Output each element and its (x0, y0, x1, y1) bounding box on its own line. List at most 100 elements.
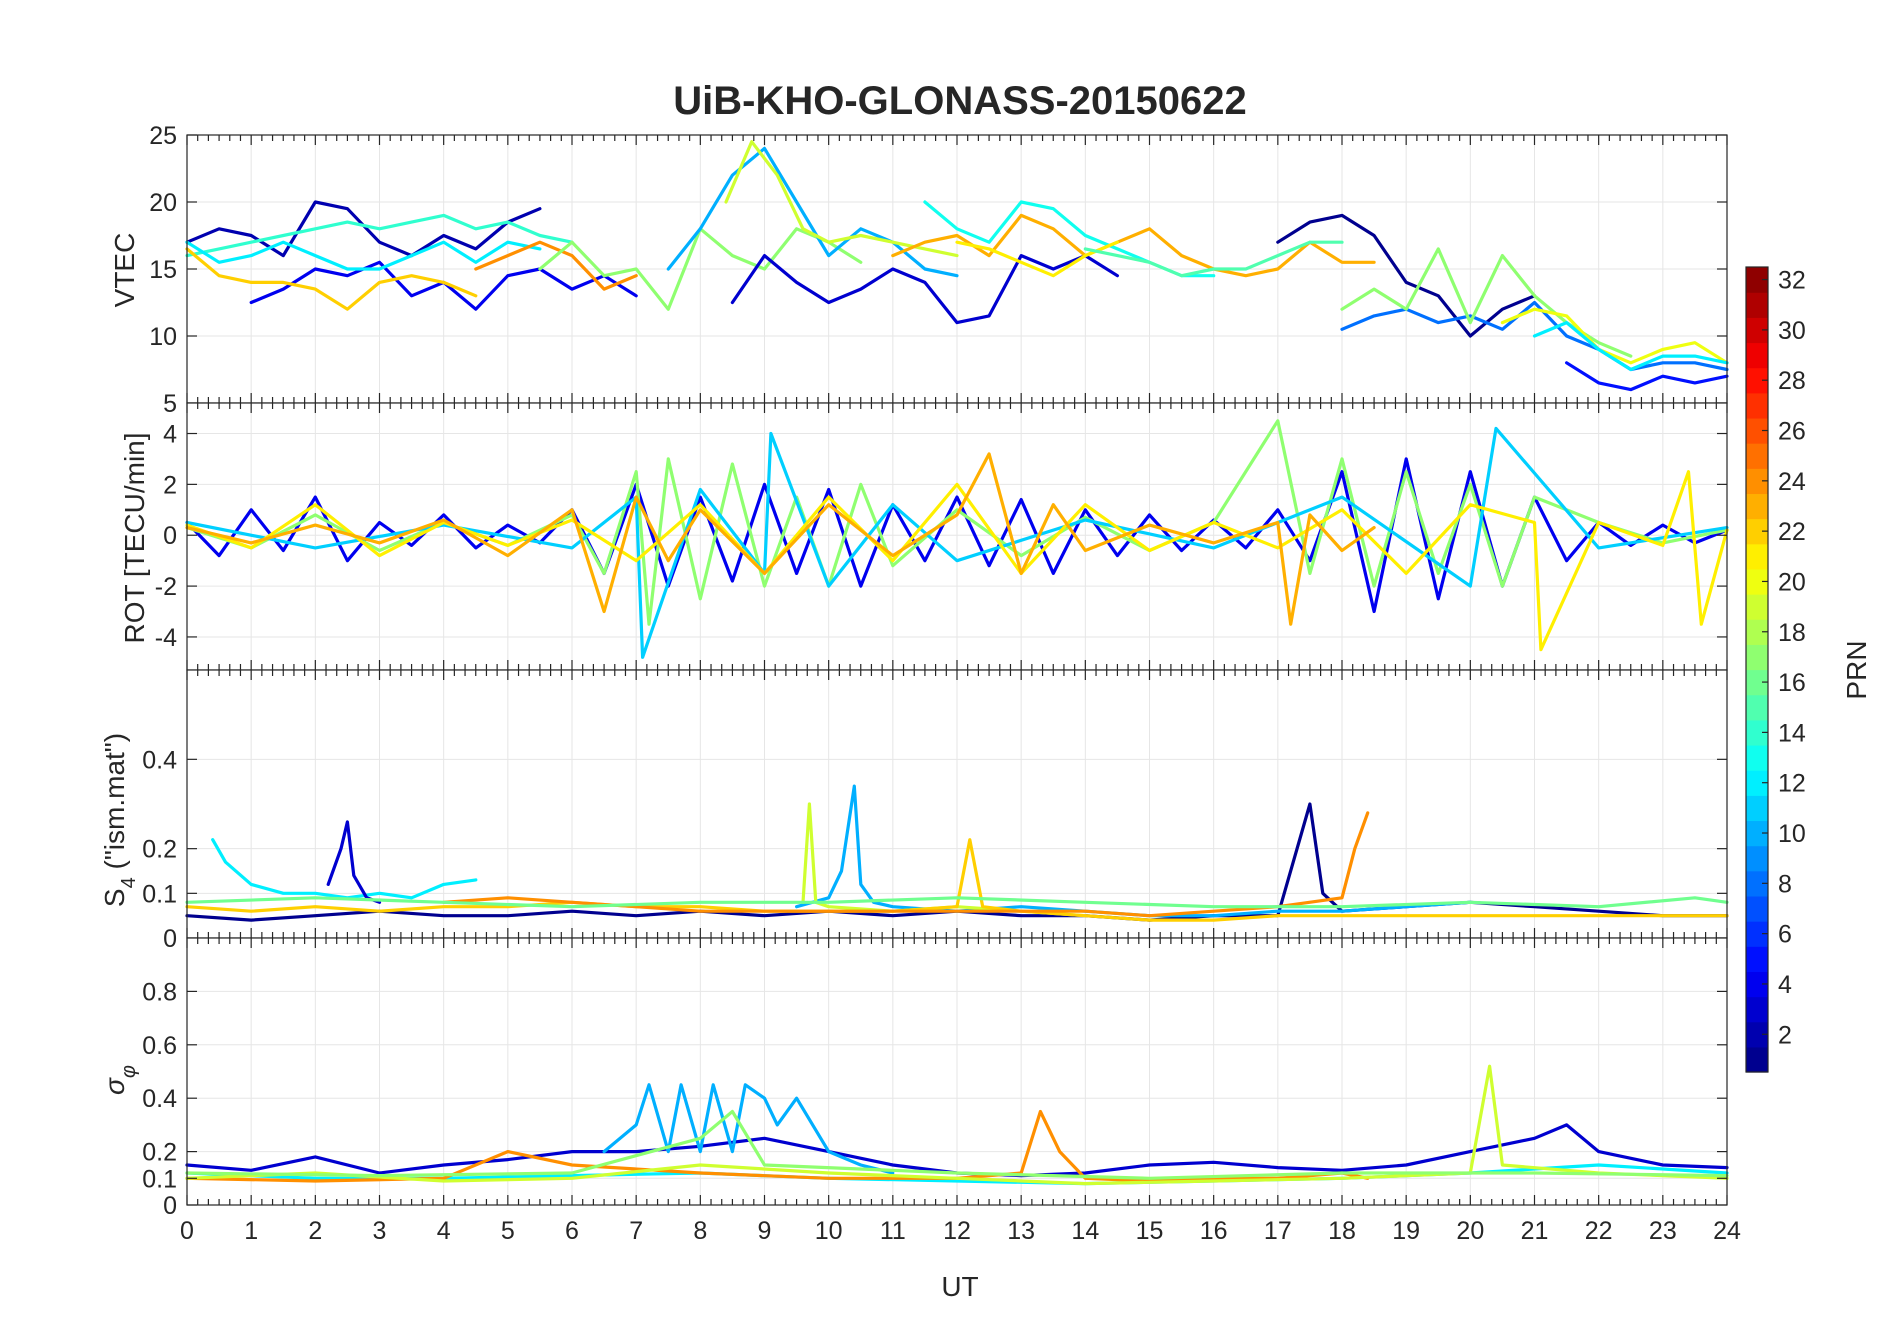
colorbar-tick-label: 18 (1778, 619, 1806, 647)
colorbar-segment (1746, 820, 1768, 847)
tick-label-y: 0.6 (142, 1032, 177, 1060)
tick-label-x: 17 (1264, 1217, 1292, 1245)
panel-vtec: 5 10 15 20 25 (149, 122, 1729, 418)
series-line-prn-4 (185, 457, 1729, 614)
series-line-prn-16 (185, 896, 1729, 909)
tick-label-x: 19 (1392, 1217, 1420, 1245)
series-line-prn-22 (185, 247, 478, 311)
colorbar-tick-label: 24 (1778, 468, 1806, 496)
tick-label-y: 25 (149, 122, 177, 150)
tick-label-y: 2 (163, 471, 177, 499)
tick-label-x: 2 (308, 1217, 322, 1245)
colorbar-tick-label: 32 (1778, 267, 1806, 295)
tick-label-x: 7 (629, 1217, 643, 1245)
ylabel-vtec: VTEC (109, 233, 140, 308)
colorbar-tick-label: 16 (1778, 669, 1806, 697)
tick-label-y: 15 (149, 256, 177, 284)
colorbar-tick-label: 2 (1778, 1021, 1792, 1049)
tick-label-x: 12 (943, 1217, 971, 1245)
colorbar-tick-label: 28 (1778, 367, 1806, 395)
tick-label-y: 0.4 (142, 1085, 177, 1113)
tick-label-y: 0 (163, 1192, 177, 1220)
tick-label-x: 23 (1649, 1217, 1677, 1245)
colorbar-tick-label: 14 (1778, 719, 1806, 747)
figure-title: UiB-KHO-GLONASS-20150622 (673, 79, 1247, 123)
tick-label-y: 0.2 (142, 836, 177, 864)
ylabel-sigma-text: σφ (99, 1065, 140, 1095)
tick-label-y: 0.2 (142, 1139, 177, 1167)
colorbar-segment (1746, 468, 1768, 495)
colorbar-tick-label: 26 (1778, 418, 1806, 446)
series-line-prn-3 (730, 254, 1120, 325)
tick-label-x: 9 (758, 1217, 772, 1245)
colorbar-segment (1746, 392, 1768, 419)
tick-label-y: 0.8 (142, 978, 177, 1006)
colorbar-segment (1746, 971, 1768, 998)
colorbar-segment (1746, 619, 1768, 645)
panel-rot: -4 -2 0 2 4 (155, 402, 1729, 671)
xlabel-ut: UT (941, 1271, 978, 1302)
colorbar-segment (1746, 744, 1768, 771)
series-line-prn-10 (666, 146, 959, 278)
series-line-prn-20 (1500, 307, 1729, 365)
colorbar-segment (1746, 367, 1768, 394)
tick-label-x: 13 (1007, 1217, 1035, 1245)
tick-label-y: 4 (163, 421, 177, 449)
colorbar-segment (1746, 267, 1768, 293)
tick-label-x: 15 (1136, 1217, 1164, 1245)
ylabel-sigma: σφ (99, 1065, 140, 1095)
colorbar-segment (1746, 644, 1768, 671)
colorbar-segment (1746, 669, 1768, 696)
colorbar-segment (1746, 443, 1768, 469)
tick-label-x: 0 (180, 1217, 194, 1245)
ylabel-s4: S4 ("ism.mat") (99, 733, 140, 907)
colorbar-segment (1746, 518, 1768, 545)
colorbar-segment (1746, 1021, 1768, 1048)
colorbar-segment (1746, 895, 1768, 922)
colorbar-segment (1746, 770, 1768, 796)
tick-label-x: 6 (565, 1217, 579, 1245)
series-line-prn-5 (1564, 361, 1729, 392)
colorbar-tick-label: 10 (1778, 820, 1806, 848)
colorbar-tick-label: 22 (1778, 518, 1806, 546)
tick-label-x: 11 (880, 1217, 906, 1245)
colorbar-segment (1746, 417, 1768, 444)
colorbar-segment (1746, 342, 1768, 369)
tick-label-x: 3 (373, 1217, 387, 1245)
ylabel-s4-text: S4 ("ism.mat") (99, 733, 140, 907)
colorbar-frame (1745, 266, 1769, 1073)
series-line-prn-17 (185, 1109, 1729, 1180)
colorbar-label: PRN (1841, 640, 1872, 699)
tick-label-y: -4 (155, 624, 177, 652)
tick-label-x: 20 (1456, 1217, 1484, 1245)
colorbar-segment (1746, 543, 1768, 570)
colorbar-segment (1746, 594, 1768, 620)
tick-label-x: 21 (1521, 1217, 1549, 1245)
colorbar-segment (1746, 996, 1768, 1023)
tick-label-y: 0.1 (142, 880, 177, 908)
colorbar-tick-label: 20 (1778, 568, 1806, 596)
panel-s4: 0 0.1 0.2 0.4 (142, 669, 1729, 953)
series-line-prn-12 (185, 240, 542, 271)
series-line-prn-12 (211, 838, 478, 900)
colorbar-tick-label: 30 (1778, 317, 1806, 345)
colorbar-segment (1746, 1046, 1768, 1073)
colorbar-tick-label: 12 (1778, 770, 1806, 798)
tick-label-x: 1 (244, 1217, 258, 1245)
colorbar-tick-label: 8 (1778, 870, 1792, 898)
colorbar-segment (1746, 719, 1768, 746)
colorbar-tick-label: 4 (1778, 971, 1792, 999)
series-line-prn-21 (955, 240, 1120, 278)
series-line-prn-12 (1532, 321, 1729, 372)
tick-label-x: 10 (815, 1217, 843, 1245)
colorbar-segment (1746, 870, 1768, 897)
colorbar-segment (1746, 292, 1768, 318)
colorbar-segment (1746, 568, 1768, 595)
panel-sigma: 00.10.20.40.60.80 1 2 3 4 5 6 7 8 9 10 11 12 13 14 15 16… (142, 937, 1741, 1245)
tick-label-y: 0.1 (142, 1165, 177, 1193)
series-line-prn-10 (602, 1083, 895, 1175)
series-line-prn-1 (1276, 213, 1537, 338)
colorbar-segment (1746, 493, 1768, 520)
